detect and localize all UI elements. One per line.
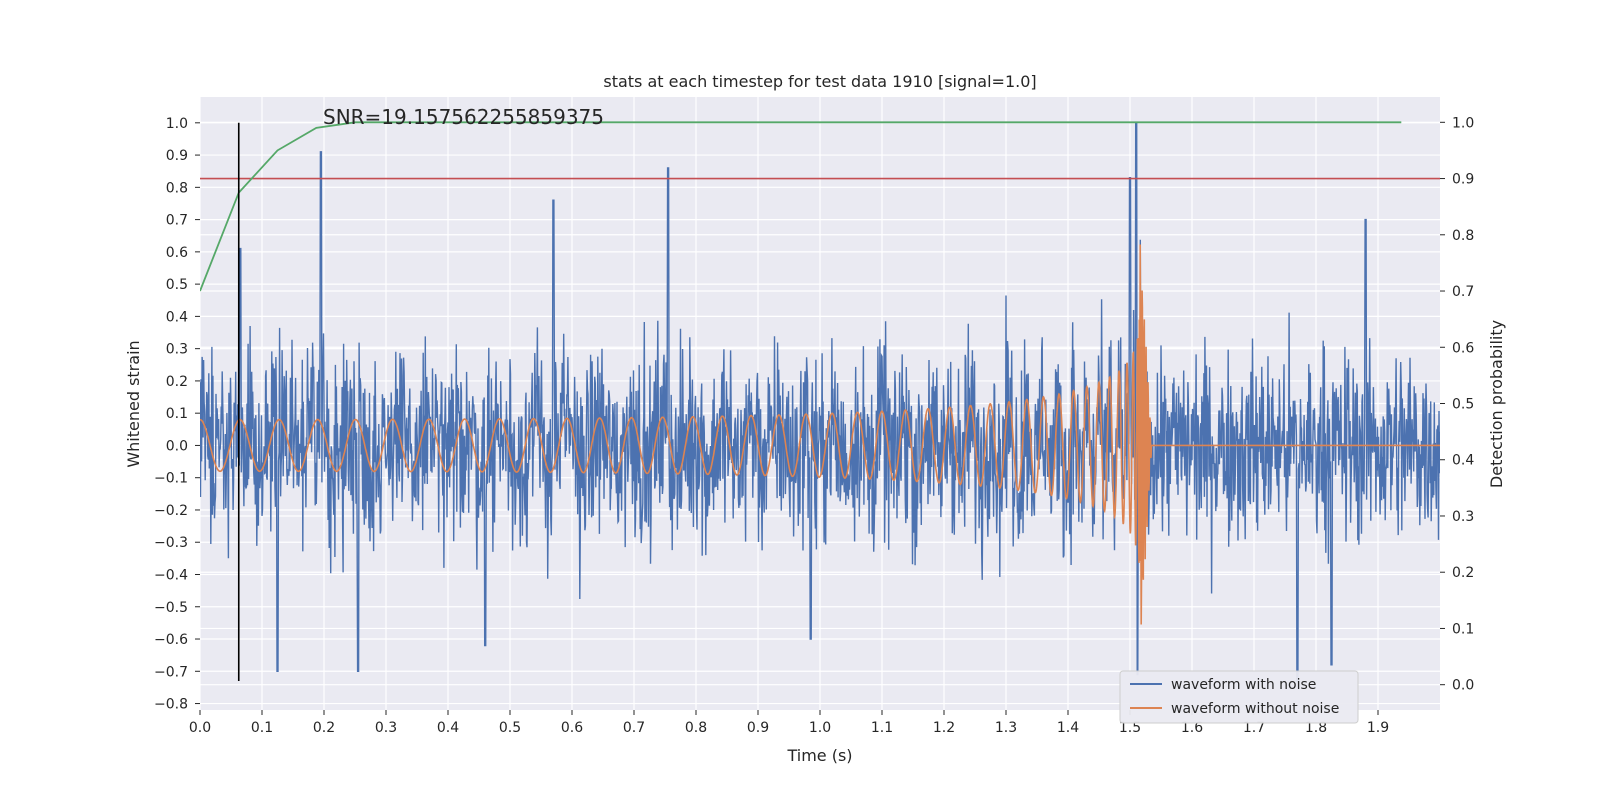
y-tick-label: −0.2: [154, 503, 188, 519]
y2-tick-label: 1.0: [1452, 115, 1474, 131]
y-tick-label: 0.5: [166, 277, 188, 293]
x-tick-label: 0.2: [313, 720, 335, 736]
x-tick-label: 1.0: [809, 720, 831, 736]
x-tick-label: 0.9: [747, 720, 769, 736]
y-tick-label: −0.5: [154, 600, 188, 616]
y-axis-label: Whitened strain: [124, 340, 143, 467]
snr-annotation: SNR=19.157562255859375: [323, 105, 604, 129]
x-tick-label: 1.4: [1057, 720, 1079, 736]
x-tick-label: 1.7: [1243, 720, 1265, 736]
grid: [199, 97, 1440, 710]
x-tick-label: 0.1: [251, 720, 273, 736]
y-tick-label: 0.6: [166, 245, 188, 261]
y2-tick-label: 0.2: [1452, 565, 1474, 581]
y2-tick-label: 0.3: [1452, 509, 1474, 525]
y2-tick-label: 0.0: [1452, 678, 1474, 694]
x-tick-label: 1.1: [871, 720, 893, 736]
legend-label-with-noise: waveform with noise: [1171, 677, 1316, 693]
y-tick-label: −0.1: [154, 471, 188, 487]
y-tick-label: 0.0: [166, 438, 188, 454]
y-tick-label: 0.1: [166, 406, 188, 422]
x-tick-label: 0.7: [623, 720, 645, 736]
y2-tick-label: 0.6: [1452, 340, 1474, 356]
legend: waveform with noise waveform without noi…: [1119, 670, 1359, 724]
y-tick-label: 1.0: [166, 116, 188, 132]
x-tick-label: 1.9: [1367, 720, 1389, 736]
ticks: 0.0 0.1 0.2 0.3 0.4 0.5 0.6 0.7 0.8 0.9 1.0 1.1 1.2 1…: [154, 115, 1474, 736]
x-tick-label: 1.5: [1119, 720, 1141, 736]
y-tick-label: 0.9: [166, 148, 188, 164]
y-tick-label: 0.4: [166, 309, 188, 325]
y-tick-label: −0.8: [154, 697, 188, 713]
y-tick-label: 0.2: [166, 374, 188, 390]
y2-tick-label: 0.7: [1452, 284, 1474, 300]
waveform-without-noise-line: [200, 244, 1440, 625]
y-tick-label: −0.7: [154, 664, 188, 680]
detection-probability-line: [200, 121, 1402, 292]
x-tick-label: 1.2: [933, 720, 955, 736]
y2-tick-label: 0.8: [1452, 228, 1474, 244]
y-tick-label: 0.3: [166, 342, 188, 358]
y-tick-label: 0.7: [166, 213, 188, 229]
series-layer: [200, 121, 1440, 682]
x-axis-label: Time (s): [786, 746, 852, 765]
y-tick-label: −0.6: [154, 632, 188, 648]
x-tick-label: 0.6: [561, 720, 583, 736]
chart-title: stats at each timestep for test data 191…: [603, 72, 1036, 91]
x-tick-label: 0.0: [189, 720, 211, 736]
y2-tick-label: 0.1: [1452, 621, 1474, 637]
x-tick-label: 0.5: [499, 720, 521, 736]
y-tick-label: −0.3: [154, 535, 188, 551]
y2-tick-label: 0.4: [1452, 453, 1474, 469]
waveform-with-noise-line: [200, 122, 1440, 682]
y2-tick-label: 0.5: [1452, 397, 1474, 413]
x-tick-label: 0.8: [685, 720, 707, 736]
legend-box: [1119, 670, 1359, 724]
y2-tick-label: 0.9: [1452, 172, 1474, 188]
y-tick-label: −0.4: [154, 567, 188, 583]
x-tick-label: 1.6: [1181, 720, 1203, 736]
x-tick-label: 0.4: [437, 720, 459, 736]
y2-axis-label: Detection probability: [1487, 320, 1506, 488]
y-tick-label: 0.8: [166, 180, 188, 196]
x-tick-label: 0.3: [375, 720, 397, 736]
legend-label-without-noise: waveform without noise: [1171, 701, 1339, 717]
x-tick-label: 1.3: [995, 720, 1017, 736]
x-tick-label: 1.8: [1305, 720, 1327, 736]
